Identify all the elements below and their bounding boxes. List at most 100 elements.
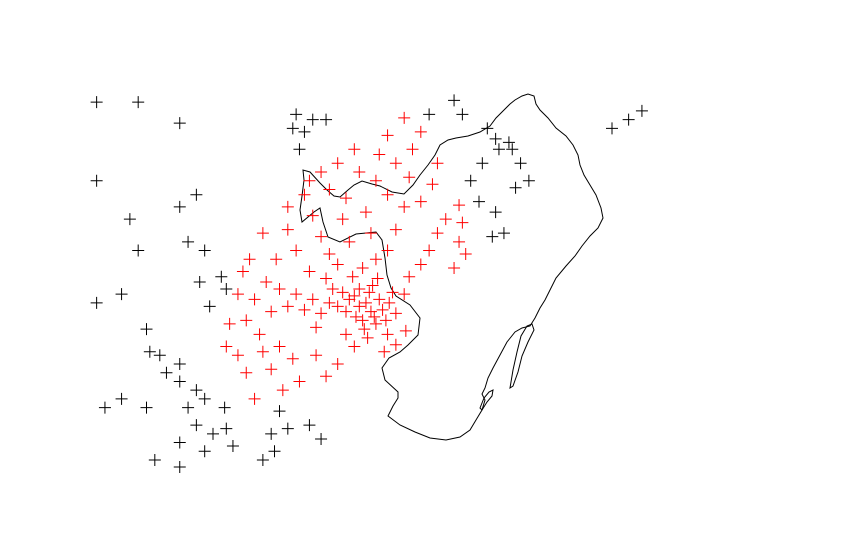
inside-point-marker <box>366 279 379 292</box>
outside-point-marker <box>220 422 233 435</box>
inside-point-marker <box>386 286 399 299</box>
inside-point-marker <box>223 317 236 330</box>
inside-point-marker <box>320 370 333 383</box>
inside-point-marker <box>340 328 352 341</box>
inside-point-marker <box>383 296 396 309</box>
outside-point-marker <box>160 366 173 379</box>
outside-point-marker <box>173 358 186 370</box>
inside-point-marker <box>348 143 361 156</box>
inside-point-marker <box>358 323 371 336</box>
inside-point-marker <box>414 195 427 208</box>
inside-point-marker <box>326 282 339 295</box>
inside-point-marker <box>290 288 303 301</box>
outside-point-marker <box>268 445 281 458</box>
inside-point-marker <box>369 253 382 266</box>
inside-point-marker <box>356 262 369 274</box>
inside-point-marker <box>306 209 319 222</box>
outside-point-marker <box>193 275 206 288</box>
outside-point-marker <box>293 143 306 156</box>
outside-point-marker <box>190 419 203 432</box>
inside-point-marker <box>320 272 333 285</box>
outside-point-marker <box>514 157 527 170</box>
inside-point-marker <box>323 248 336 261</box>
inside-point-marker <box>373 293 386 306</box>
inside-point-marker <box>256 227 269 240</box>
inside-point-marker <box>359 206 372 219</box>
inside-point-marker <box>331 157 344 170</box>
outside-point-marker <box>115 392 128 405</box>
inside-point-marker <box>265 305 278 318</box>
inside-point-marker <box>376 303 389 316</box>
inside-point-marker <box>260 275 273 288</box>
outside-point-marker <box>226 440 239 453</box>
inside-point-marker <box>399 324 412 337</box>
outside-point-marker <box>220 282 233 295</box>
inside-point-marker <box>310 349 323 362</box>
outside-point-marker <box>265 427 278 440</box>
outside-point-marker <box>622 113 635 126</box>
inside-point-marker <box>456 216 469 229</box>
outside-point-marker <box>273 405 286 418</box>
inside-point-marker <box>248 293 261 306</box>
inside-point-marker <box>298 303 311 316</box>
outside-point-marker <box>215 270 228 283</box>
inside-point-marker <box>371 272 384 285</box>
outside-point-marker <box>173 375 186 388</box>
inside-point-marker <box>343 293 356 306</box>
outside-point-marker <box>286 122 299 135</box>
outside-point-marker <box>320 113 333 126</box>
outside-point-marker <box>489 206 502 219</box>
outside-point-marker <box>476 157 489 170</box>
inside-point-marker <box>381 244 394 257</box>
inside-point-marker <box>361 331 374 344</box>
inside-point-marker <box>236 265 249 278</box>
inside-point-marker <box>336 286 349 299</box>
inside-point-marker <box>406 143 419 156</box>
outside-point-marker <box>298 125 311 138</box>
outside-point-marker <box>98 401 111 414</box>
inside-point-marker <box>340 192 352 205</box>
inside-point-marker <box>336 213 349 226</box>
outside-point-marker <box>303 419 316 432</box>
inside-point-marker <box>349 310 362 323</box>
city-outline <box>299 93 604 441</box>
outside-point-marker <box>473 195 485 208</box>
outside-point-marker <box>489 132 502 145</box>
inside-point-marker <box>381 328 394 341</box>
outside-point-marker <box>456 108 469 121</box>
inside-point-marker <box>353 300 366 313</box>
inside-point-marker <box>331 300 344 313</box>
inside-point-marker <box>453 235 466 248</box>
inside-point-marker <box>369 174 382 187</box>
inside-point-marker <box>265 363 278 376</box>
inside-point-marker <box>243 253 256 266</box>
outside-point-marker <box>207 427 219 440</box>
inside-point-marker <box>248 392 261 405</box>
outside-point-marker <box>281 422 294 435</box>
inside-point-marker <box>281 223 294 236</box>
outside-point-marker <box>497 227 510 240</box>
inside-point-marker <box>398 111 411 124</box>
inside-point-marker <box>276 384 289 397</box>
inside-point-marker <box>414 258 427 271</box>
outside-point-marker <box>123 213 136 226</box>
outside-point-marker <box>182 235 195 248</box>
inside-point-marker <box>414 125 427 138</box>
inside-point-marker <box>398 288 411 301</box>
municipal-boundary-outline <box>299 93 604 441</box>
inside-point-marker <box>448 262 461 274</box>
inside-point-marker <box>253 328 266 341</box>
inside-point-marker <box>364 305 377 318</box>
inside-point-marker <box>398 200 411 213</box>
inside-point-marker <box>459 248 472 261</box>
inside-point-marker <box>348 289 361 302</box>
inside-point-marker <box>423 244 436 257</box>
inside-point-marker <box>256 345 269 358</box>
inside-point-marker <box>348 340 361 353</box>
outside-point-marker <box>290 108 303 121</box>
inside-point-marker <box>378 345 391 358</box>
outside-point-marker <box>203 300 216 313</box>
outside-point-marker <box>182 401 195 414</box>
inside-point-marker <box>240 314 253 327</box>
inside-point-marker <box>303 265 316 278</box>
